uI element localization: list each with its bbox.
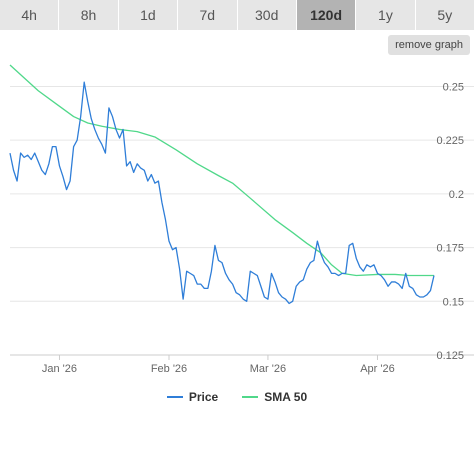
y-tick-label: 0.25	[443, 81, 464, 93]
tab-1d[interactable]: 1d	[119, 0, 179, 30]
y-tick-label: 0.15	[443, 296, 464, 308]
tab-120d[interactable]: 120d	[296, 0, 357, 30]
remove-graph-button[interactable]: remove graph	[388, 35, 470, 55]
y-tick-label: 0.2	[449, 189, 464, 201]
legend: Price SMA 50	[0, 390, 474, 404]
legend-label: SMA 50	[264, 390, 308, 404]
x-axis: Jan '26 Feb '26 Mar '26 Apr '26	[10, 354, 474, 375]
y-tick-label: 0.175	[436, 243, 464, 255]
y-tick-label: 0.125	[436, 350, 464, 362]
series-line-sma-50	[9, 64, 434, 277]
legend-swatch	[242, 396, 259, 398]
tab-30d[interactable]: 30d	[238, 0, 297, 30]
series-lines	[9, 64, 435, 305]
tab-5y[interactable]: 5y	[437, 7, 453, 23]
legend-item-price[interactable]: Price	[166, 390, 219, 404]
x-tick-label: Jan '26	[42, 363, 77, 375]
legend-label: Price	[188, 390, 219, 404]
x-tick-label: Apr '26	[360, 363, 395, 375]
tab-8h[interactable]: 8h	[59, 0, 119, 30]
legend-swatch	[166, 396, 183, 398]
y-tick-label: 0.225	[436, 135, 464, 147]
tab-4h[interactable]: 4h	[0, 0, 60, 30]
tab-1y[interactable]: 1y	[356, 0, 416, 30]
y-axis-labels: 0.125 0.15 0.175 0.2 0.225 0.25	[436, 81, 464, 362]
legend-item-sma-50[interactable]: SMA 50	[242, 390, 307, 404]
x-tick-label: Mar '26	[250, 363, 286, 375]
series-line-price	[9, 81, 435, 305]
timeframe-tabs: 4h 8h 1d 7d 30d 120d 1y 5y	[0, 0, 474, 30]
price-chart: Jan '26 Feb '26 Mar '26 Apr '26 0.1250.150.…	[9, 64, 474, 375]
x-tick-label: Feb '26	[151, 363, 187, 375]
tab-7d[interactable]: 7d	[178, 0, 238, 30]
